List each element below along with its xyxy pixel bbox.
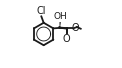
Text: Cl: Cl bbox=[36, 6, 46, 16]
Text: O: O bbox=[72, 23, 79, 33]
Text: O: O bbox=[63, 34, 70, 44]
Text: OH: OH bbox=[53, 12, 67, 21]
Polygon shape bbox=[60, 22, 61, 28]
